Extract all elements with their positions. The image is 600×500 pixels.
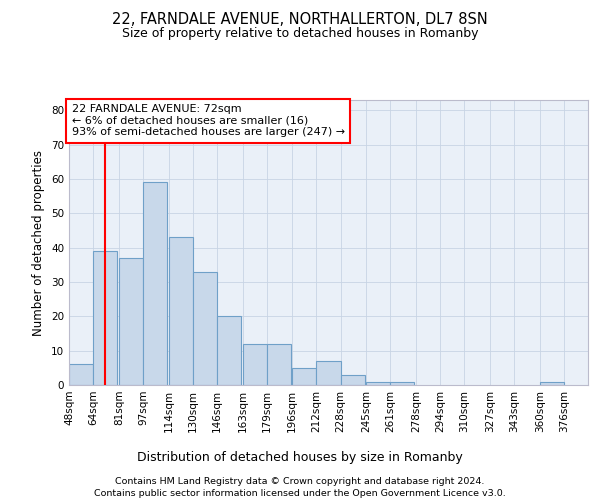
Bar <box>242 344 266 385</box>
Bar <box>119 258 143 385</box>
Text: 22 FARNDALE AVENUE: 72sqm
← 6% of detached houses are smaller (16)
93% of semi-d: 22 FARNDALE AVENUE: 72sqm ← 6% of detach… <box>71 104 345 138</box>
Text: 22, FARNDALE AVENUE, NORTHALLERTON, DL7 8SN: 22, FARNDALE AVENUE, NORTHALLERTON, DL7 … <box>112 12 488 28</box>
Bar <box>143 182 167 385</box>
Text: Size of property relative to detached houses in Romanby: Size of property relative to detached ho… <box>122 28 478 40</box>
Bar <box>266 344 291 385</box>
Bar <box>217 316 241 385</box>
Bar <box>366 382 391 385</box>
Bar <box>93 251 117 385</box>
Bar <box>391 382 415 385</box>
Bar <box>169 238 193 385</box>
Bar <box>540 382 564 385</box>
Bar <box>69 364 93 385</box>
Bar <box>316 361 341 385</box>
Text: Distribution of detached houses by size in Romanby: Distribution of detached houses by size … <box>137 451 463 464</box>
Bar <box>341 374 365 385</box>
Text: Contains public sector information licensed under the Open Government Licence v3: Contains public sector information licen… <box>94 490 506 498</box>
Bar <box>292 368 316 385</box>
Y-axis label: Number of detached properties: Number of detached properties <box>32 150 46 336</box>
Bar <box>193 272 217 385</box>
Text: Contains HM Land Registry data © Crown copyright and database right 2024.: Contains HM Land Registry data © Crown c… <box>115 476 485 486</box>
